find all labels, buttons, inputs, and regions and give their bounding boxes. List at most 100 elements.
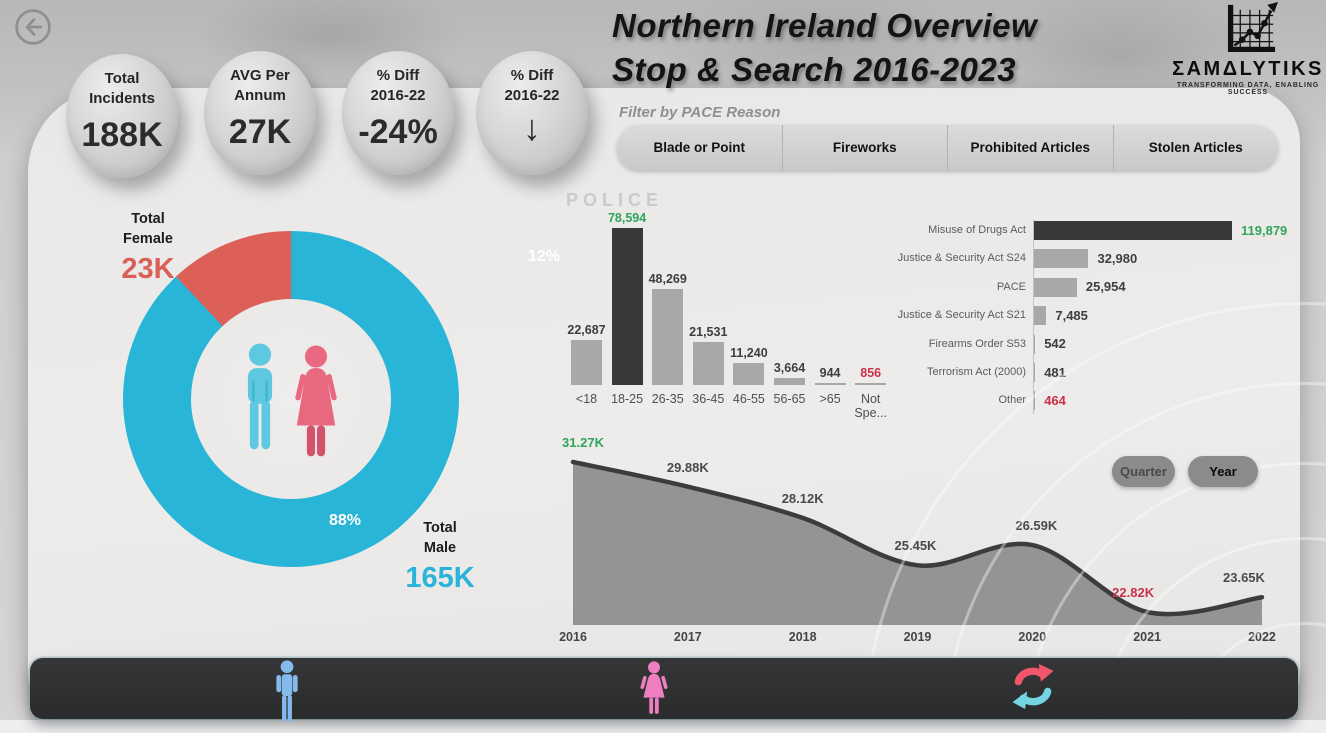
age-category-label: 46-55 <box>732 392 765 406</box>
legislation-value: 32,980 <box>1097 250 1138 266</box>
male-icon <box>247 343 273 450</box>
kpi-value: 27K <box>228 113 292 151</box>
trend-year-label: 2019 <box>903 630 932 644</box>
label-line: Total <box>423 520 457 536</box>
filter-option-prohibited-articles[interactable]: Prohibited Articles <box>947 125 1113 170</box>
kpi-value: 188K <box>81 116 163 154</box>
legislation-label: Justice & Security Act S21 <box>897 309 1026 322</box>
age-category-label: 18-25 <box>611 392 644 406</box>
kpi-label: Incidents <box>89 89 155 107</box>
trend-year-label: 2018 <box>788 630 817 644</box>
back-button[interactable] <box>14 8 52 46</box>
value-axis-line <box>1033 220 1034 415</box>
logo-chart-icon <box>1227 2 1278 53</box>
gender-donut-chart[interactable] <box>123 231 459 567</box>
trend-value-label: 29.88K <box>666 459 709 475</box>
page-bottom-strip <box>0 720 1326 733</box>
legislation-bar-chart: Misuse of Drugs Act 119,879 Justice & Secu… <box>898 218 1308 418</box>
kpi-label: Annum <box>234 86 286 104</box>
age-bar-46-55[interactable] <box>733 362 765 385</box>
female-percent-label: 12% <box>528 248 561 265</box>
trend-value-label: 22.82K <box>1112 585 1155 600</box>
down-arrow-icon: ↓ <box>523 107 541 148</box>
kpi-label: % Diff <box>376 67 420 84</box>
legislation-label: Misuse of Drugs Act <box>928 224 1026 236</box>
brand-logo: ΣAMΔLYTIKS TRANSFORMING DATA, ENABLING S… <box>1172 0 1324 96</box>
age-bar-value: 21,531 <box>689 324 728 339</box>
total-male-label: Total Male 165K <box>398 519 482 598</box>
total-female-label: Total Female 23K <box>106 210 190 289</box>
age-category-label: 36-45 <box>692 392 725 406</box>
age-category-label: 26-35 <box>651 392 684 406</box>
age-bar-Not Spe...[interactable] <box>855 383 887 385</box>
label-line: Total <box>131 211 165 227</box>
age-bar-18-25[interactable] <box>611 228 643 385</box>
year-toggle-button[interactable]: Year <box>1188 456 1258 487</box>
legislation-bar-4[interactable] <box>1034 334 1036 354</box>
age-bar-chart: 22,687 <18 78,594 18-25 48,269 26-35 21,531 36-… <box>561 202 909 432</box>
legislation-label: Justice & Security Act S24 <box>897 252 1026 265</box>
legislation-value: 25,954 <box>1085 279 1126 295</box>
age-bar-36-45[interactable] <box>692 341 724 385</box>
legislation-bar-6[interactable] <box>1034 391 1036 411</box>
trend-value-label: 25.45K <box>894 538 937 554</box>
arrow-left-icon <box>15 9 51 45</box>
legislation-label: Terrorism Act (2000) <box>926 366 1026 378</box>
kpi-total-incidents: Total Incidents 188K <box>66 54 178 178</box>
age-bar-<18[interactable] <box>571 339 602 385</box>
legislation-bar-3[interactable] <box>1034 306 1047 326</box>
age-bar-56-65[interactable] <box>774 377 805 385</box>
filter-option-fireworks[interactable]: Fireworks <box>781 125 948 170</box>
kpi-label: AVG Per <box>230 67 290 84</box>
male-percent-label: 88% <box>329 512 362 529</box>
age-bar-26-35[interactable] <box>652 288 684 385</box>
trend-value-label: 23.65K <box>1223 570 1265 586</box>
trend-year-label: 2016 <box>559 630 587 644</box>
trend-year-label: 2022 <box>1248 630 1276 644</box>
trend-year-label: 2020 <box>1018 630 1047 644</box>
kpi-percent-diff: % Diff 2016-22 -24% <box>342 51 454 175</box>
trend-value-label: 31.27K <box>562 435 604 450</box>
legislation-bar-5[interactable] <box>1034 363 1036 382</box>
age-bar->65[interactable] <box>814 383 846 385</box>
legislation-label: PACE <box>996 280 1026 293</box>
kpi-avg-per-annum: AVG Per Annum 27K <box>204 51 316 175</box>
trend-area[interactable] <box>560 438 1282 634</box>
kpi-label: 2016-22 <box>504 86 560 104</box>
quarter-toggle-button[interactable]: Quarter <box>1112 456 1175 487</box>
page-title: Northern Ireland Overview Stop & Search … <box>612 4 1037 91</box>
kpi-value: -24% <box>358 113 438 151</box>
legislation-bar-0[interactable] <box>1034 221 1232 240</box>
male-nav-icon[interactable] <box>271 660 303 723</box>
label-line: Female <box>123 230 173 247</box>
legislation-value: 542 <box>1044 336 1066 352</box>
filter-label: Filter by PACE Reason <box>619 104 781 121</box>
kpi-label: % Diff <box>510 67 554 84</box>
kpi-label: Total <box>104 70 140 87</box>
trend-year-label: 2021 <box>1133 630 1162 644</box>
refresh-icon[interactable] <box>1010 663 1056 710</box>
trend-year-label: 2017 <box>673 630 702 644</box>
trend-value-label: 26.59K <box>1015 518 1058 534</box>
bottom-nav-bar <box>30 658 1298 719</box>
age-bar-value: 856 <box>860 366 882 380</box>
legislation-value: 464 <box>1044 392 1066 408</box>
brand-name: ΣAMΔLYTIKS <box>1172 58 1324 80</box>
filter-option-stolen-articles[interactable]: Stolen Articles <box>1112 125 1279 170</box>
age-bar-value: 11,240 <box>730 345 768 360</box>
pace-reason-filter: Blade or Point Fireworks Prohibited Arti… <box>617 125 1278 170</box>
legislation-value: 7,485 <box>1055 307 1088 323</box>
total-male-value: 165K <box>405 562 475 595</box>
age-bar-value: 22,687 <box>567 322 606 337</box>
title-line2: Stop & Search 2016-2023 <box>612 50 1017 88</box>
age-category-label: <18 <box>575 392 598 406</box>
legislation-bar-2[interactable] <box>1034 277 1077 297</box>
legislation-bar-1[interactable] <box>1034 249 1089 269</box>
legislation-value: 481 <box>1044 364 1066 380</box>
filter-option-blade-or-point[interactable]: Blade or Point <box>617 125 782 170</box>
legislation-label: Other <box>998 394 1026 407</box>
yearly-trend-chart: 31.27K 2016 29.88K 2017 28.12K 2018 25.45K 2019… <box>559 435 1282 650</box>
age-bar-value: 3,664 <box>773 360 806 375</box>
female-nav-icon[interactable] <box>634 661 674 716</box>
